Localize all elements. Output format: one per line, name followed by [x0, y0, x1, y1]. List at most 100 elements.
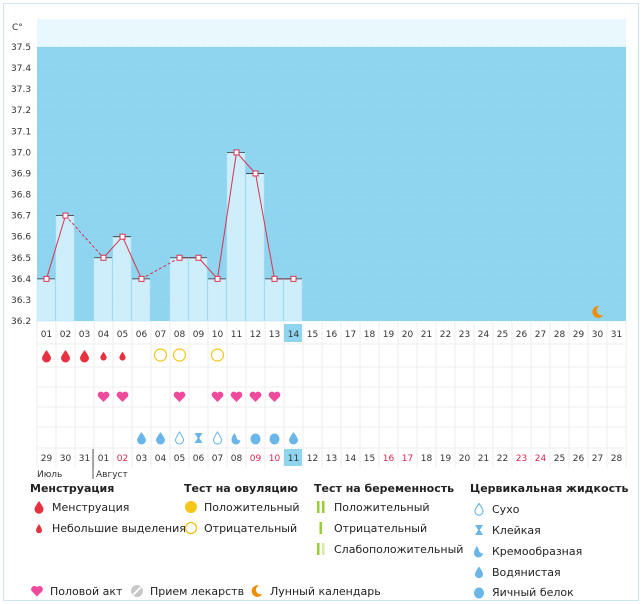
day-label: 28 [554, 330, 566, 340]
day-label: 04 [98, 330, 110, 340]
water-drop-icon [472, 565, 486, 579]
blood-drop-icon [42, 350, 51, 363]
temp-point [271, 275, 278, 282]
day-label: 22 [440, 330, 451, 340]
legend-pregnancy-title: Тест на беременность [314, 482, 455, 495]
day-label: 14 [288, 330, 300, 340]
creamy-drop-icon [472, 544, 486, 558]
day-label: 29 [573, 330, 585, 340]
legend-ovulation-negative: Отрицательный [184, 521, 297, 535]
temp-point [214, 275, 221, 282]
legend-label: Положительный [334, 500, 430, 514]
hourglass-icon [194, 433, 203, 443]
calendar-day-label: 24 [535, 454, 547, 464]
temp-line-gap [65, 215, 104, 259]
day-label: 23 [459, 330, 470, 340]
day-label: 06 [136, 330, 148, 340]
blood-drop-icon [100, 351, 107, 361]
temp-line-segment [122, 236, 142, 280]
temp-point [62, 212, 69, 219]
y-tick-label: 36.9 [11, 169, 31, 179]
y-tick-label: 36.3 [11, 296, 31, 306]
blood-drop-icon [80, 350, 89, 363]
water-drop-icon [289, 432, 298, 445]
calendar-day-label: 17 [402, 454, 413, 464]
day-label: 18 [364, 330, 376, 340]
hourglass-icon [472, 523, 486, 537]
temp-bar [245, 173, 265, 322]
empty-circle-icon [184, 521, 198, 535]
temp-bar [36, 278, 56, 322]
temp-line-segment [255, 173, 275, 279]
outline-drop-icon [212, 431, 223, 445]
temp-bar [93, 257, 113, 322]
day-label: 26 [516, 330, 528, 340]
y-tick-label: 36.6 [11, 233, 31, 243]
calendar-day-label: 10 [269, 454, 281, 464]
temp-point [43, 275, 50, 282]
calendar-day-label: 01 [98, 454, 109, 464]
legend-cervical-sticky: Клейкая [472, 523, 541, 537]
temp-point [119, 233, 126, 240]
day-label: 12 [250, 330, 261, 340]
temp-bar [55, 215, 75, 322]
blood-drop-icon [61, 350, 70, 363]
legend-cervical-title: Цервикальная жидкость [470, 482, 629, 495]
day-label: 10 [212, 330, 224, 340]
calendar-day-label: 22 [497, 454, 508, 464]
filled-circle-icon [184, 500, 198, 514]
legend-pregnancy-weak: Слабоположительный [314, 542, 463, 556]
day-label: 05 [117, 330, 128, 340]
y-tick-label: 36.5 [11, 254, 31, 264]
calendar-day-label: 09 [250, 454, 262, 464]
calendar-day-label: 23 [516, 454, 527, 464]
day-label: 09 [193, 330, 205, 340]
day-label: 25 [497, 330, 508, 340]
calendar-day-label: 29 [41, 454, 53, 464]
day-label: 31 [611, 330, 622, 340]
temp-line-segment [198, 257, 218, 280]
y-tick-label: 36.2 [11, 317, 31, 327]
temp-point [290, 275, 297, 282]
calendar-day-label: 02 [117, 454, 128, 464]
water-drop-icon [137, 432, 146, 445]
legend-light-bleeding: Небольшие выделения [32, 521, 186, 535]
y-tick-label: 36.4 [11, 275, 31, 285]
heart-icon [97, 391, 110, 402]
day-label: 24 [478, 330, 490, 340]
egg-white-icon [250, 433, 261, 445]
double-line-icon [314, 500, 328, 514]
day-label: 03 [79, 330, 90, 340]
heart-icon [116, 391, 129, 402]
legend-label: Водянистая [492, 565, 561, 579]
temp-bar [264, 278, 284, 322]
egg-white-icon [472, 585, 486, 599]
calendar-day-label: 16 [383, 454, 395, 464]
calendar-day-label: 04 [155, 454, 167, 464]
y-axis-unit: C° [12, 23, 23, 33]
y-tick-label: 37.5 [11, 43, 31, 53]
calendar-day-label: 26 [573, 454, 585, 464]
legend-cervical-eggwhite: Яичный белок [472, 585, 574, 599]
temp-bar [283, 278, 303, 322]
plot-top-band [37, 19, 626, 47]
lower-panel [37, 322, 626, 468]
legend-label: Клейкая [492, 523, 541, 537]
faint-double-line-icon [314, 542, 328, 556]
calendar-day-label: 21 [478, 454, 489, 464]
day-label: 08 [174, 330, 186, 340]
day-label: 15 [307, 330, 318, 340]
egg-white-icon [269, 433, 280, 445]
legend-cervical-dry: Сухо [472, 502, 519, 516]
legend-medication: Прием лекарств [130, 584, 244, 598]
legend-cervical-creamy: Кремообразная [472, 544, 582, 558]
plot-area [37, 19, 626, 321]
legend-label: Положительный [204, 500, 300, 514]
legend-pregnancy-negative: Отрицательный [314, 521, 427, 535]
y-tick-label: 37.1 [11, 127, 31, 137]
day-label: 30 [592, 330, 604, 340]
legend-cervical-watery: Водянистая [472, 565, 561, 579]
pill-icon [130, 584, 144, 598]
day-label: 17 [345, 330, 356, 340]
calendar-day-label: 05 [174, 454, 185, 464]
